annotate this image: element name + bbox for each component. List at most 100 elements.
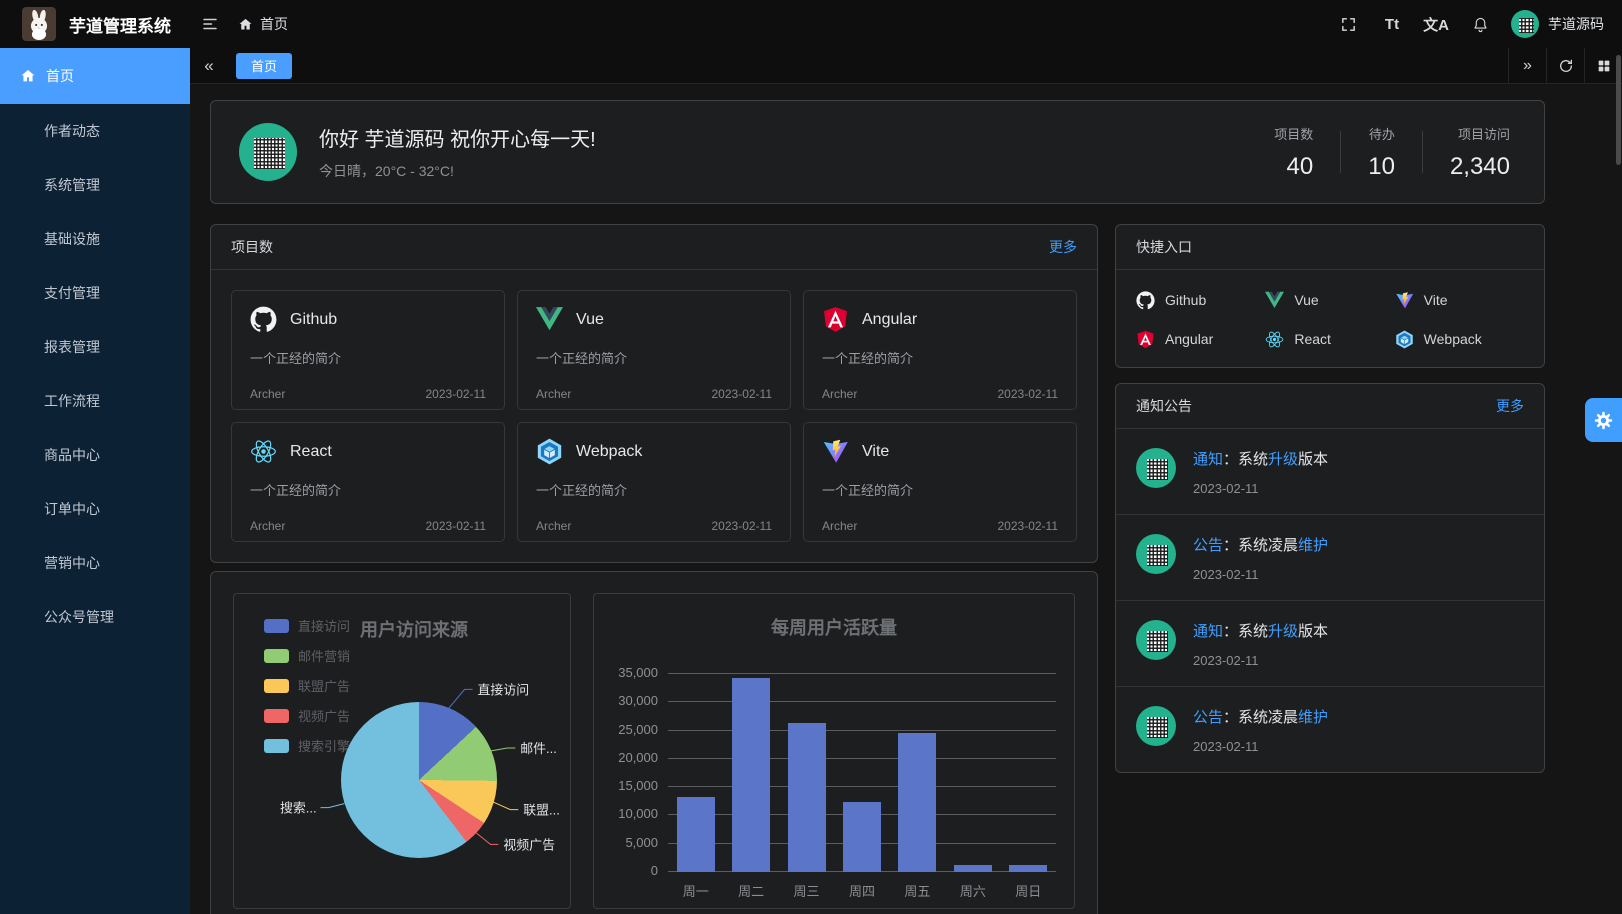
x-tick-label: 周一 xyxy=(682,884,709,899)
sidebar-item[interactable]: 商品中心 xyxy=(0,428,190,482)
refresh-button[interactable] xyxy=(1546,47,1584,84)
project-name: React xyxy=(290,442,332,460)
welcome-card: 你好 芋道源码 祝你开心每一天! 今日晴，20°C - 32°C! 项目数 40 待… xyxy=(210,100,1545,204)
quick-link-vue[interactable]: Vue xyxy=(1265,287,1394,313)
legend-item[interactable]: 视频广告 xyxy=(264,706,350,725)
project-card[interactable]: Vite 一个正经的简介 Archer 2023-02-11 xyxy=(803,422,1077,542)
layout-grid-button[interactable] xyxy=(1584,47,1622,84)
stat-value: 40 xyxy=(1286,152,1314,180)
bar-plot: 0 5,000 10,000 15,000 20,000 25,000 30,000 35,0… xyxy=(618,665,1056,878)
main-content: 你好 芋道源码 祝你开心每一天! 今日晴，20°C - 32°C! 项目数 40 待… xyxy=(190,84,1622,914)
quick-entry-panel: 快捷入口 Github Vue Vite Angular React Webpack xyxy=(1115,224,1545,368)
stat-divider xyxy=(1340,131,1342,173)
quick-link-webpack[interactable]: Webpack xyxy=(1395,326,1524,352)
notice-item[interactable]: 通知：系统升级版本 2023-02-11 xyxy=(1116,600,1544,686)
project-card[interactable]: Webpack 一个正经的简介 Archer 2023-02-11 xyxy=(517,422,791,542)
sidebar-item[interactable]: 订单中心 xyxy=(0,482,190,536)
notification-bell-button[interactable] xyxy=(1463,4,1497,44)
notice-avatar xyxy=(1136,534,1176,574)
project-footer: Archer 2023-02-11 xyxy=(536,387,772,401)
pie-chart xyxy=(341,702,497,858)
tabs-scroll-left-button[interactable]: « xyxy=(204,55,214,75)
notice-item[interactable]: 公告：系统凌晨维护 2023-02-11 xyxy=(1116,514,1544,600)
user-avatar xyxy=(1511,10,1539,38)
stat-value: 2,340 xyxy=(1449,152,1510,180)
language-button[interactable]: 文A xyxy=(1419,4,1453,44)
stat-label: 项目数 xyxy=(1274,126,1314,142)
settings-button[interactable] xyxy=(1585,398,1622,442)
sidebar-item[interactable]: 报表管理 xyxy=(0,320,190,374)
notice-item[interactable]: 公告：系统凌晨维护 2023-02-11 xyxy=(1116,686,1544,772)
sidebar-item[interactable]: 公众号管理 xyxy=(0,590,190,644)
quick-link-label: Vite xyxy=(1423,292,1448,308)
quick-link-vite[interactable]: Vite xyxy=(1395,287,1524,313)
notice-date: 2023-02-11 xyxy=(1193,739,1259,754)
sidebar-item[interactable]: 支付管理 xyxy=(0,266,190,320)
react-icon xyxy=(250,438,277,465)
sidebar-item[interactable]: 基础设施 xyxy=(0,212,190,266)
react-icon xyxy=(1265,330,1284,349)
project-date: 2023-02-11 xyxy=(997,519,1059,533)
x-tick-label: 周四 xyxy=(848,884,875,899)
bar-chart-card: 每周用户活跃量 0 5,000 10,000 15,000 20,000 25,000 30… xyxy=(593,593,1075,909)
legend-item[interactable]: 搜索引擎 xyxy=(264,736,350,755)
fullscreen-button[interactable] xyxy=(1331,4,1365,44)
quick-link-angular[interactable]: Angular xyxy=(1136,326,1265,352)
sidebar-item[interactable]: 营销中心 xyxy=(0,536,190,590)
webpack-icon xyxy=(1395,329,1414,349)
x-tick-label: 周三 xyxy=(793,884,820,899)
quick-link-react[interactable]: React xyxy=(1265,326,1394,352)
notice-item[interactable]: 通知：系统升级版本 2023-02-11 xyxy=(1116,429,1544,514)
angular-icon xyxy=(1136,330,1155,349)
breadcrumb[interactable]: 首页 xyxy=(238,14,288,34)
project-footer: Archer 2023-02-11 xyxy=(250,387,486,401)
project-card[interactable]: Vue 一个正经的简介 Archer 2023-02-11 xyxy=(517,290,791,410)
bell-icon xyxy=(1472,16,1489,33)
project-desc: 一个正经的简介 xyxy=(822,351,914,366)
x-tick-label: 周日 xyxy=(1015,884,1042,899)
tabs-scroll-right-button[interactable]: » xyxy=(1508,47,1546,84)
sidebar-item-label: 支付管理 xyxy=(44,285,100,301)
project-date: 2023-02-11 xyxy=(711,519,773,533)
legend-item[interactable]: 直接访问 xyxy=(264,616,350,635)
project-card[interactable]: React 一个正经的简介 Archer 2023-02-11 xyxy=(231,422,505,542)
github-icon xyxy=(1136,290,1155,310)
notice-more-link[interactable]: 更多 xyxy=(1496,398,1524,414)
tab-home[interactable]: 首页 xyxy=(236,52,293,79)
bar-chart-title: 每周用户活跃量 xyxy=(771,618,897,638)
notice-title: 通知：系统升级版本 xyxy=(1193,451,1329,468)
scrollbar-thumb[interactable] xyxy=(1616,55,1621,165)
quick-entry-title: 快捷入口 xyxy=(1136,239,1192,255)
quick-link-label: Vue xyxy=(1294,292,1319,308)
project-card[interactable]: Angular 一个正经的简介 Archer 2023-02-11 xyxy=(803,290,1077,410)
quick-link-github[interactable]: Github xyxy=(1136,287,1265,313)
legend-item[interactable]: 邮件营销 xyxy=(264,646,350,665)
notice-title: 通知：系统升级版本 xyxy=(1193,623,1329,640)
sidebar-item[interactable]: 工作流程 xyxy=(0,374,190,428)
legend-item[interactable]: 联盟广告 xyxy=(264,676,350,695)
sidebar-item-home[interactable]: 首页 xyxy=(0,48,190,104)
sidebar-collapse-button[interactable] xyxy=(190,0,230,48)
gridline: 25,000 xyxy=(618,722,1056,737)
project-name: Angular xyxy=(862,310,918,328)
x-tick-label: 周二 xyxy=(738,884,765,899)
project-card[interactable]: Github 一个正经的简介 Archer 2023-02-11 xyxy=(231,290,505,410)
sidebar-item[interactable]: 作者动态 xyxy=(0,104,190,158)
user-menu[interactable]: 芋道源码 xyxy=(1511,10,1604,38)
projects-more-link[interactable]: 更多 xyxy=(1049,239,1077,255)
logo-area: 芋道管理系统 xyxy=(0,7,190,41)
project-desc: 一个正经的简介 xyxy=(250,483,342,498)
project-date: 2023-02-11 xyxy=(425,519,487,533)
grid-icon xyxy=(1596,58,1612,74)
chevron-down-icon xyxy=(159,395,172,408)
project-author: Archer xyxy=(250,387,286,401)
webpack-icon xyxy=(536,438,563,465)
github-icon xyxy=(250,306,277,333)
y-tick-label: 15,000 xyxy=(618,778,658,794)
legend-label: 联盟广告 xyxy=(298,679,351,694)
project-desc: 一个正经的简介 xyxy=(822,483,914,498)
app-title: 芋道管理系统 xyxy=(69,16,171,36)
font-size-button[interactable]: Tt xyxy=(1375,4,1409,44)
notice-date: 2023-02-11 xyxy=(1193,567,1259,582)
sidebar-item[interactable]: 系统管理 xyxy=(0,158,190,212)
